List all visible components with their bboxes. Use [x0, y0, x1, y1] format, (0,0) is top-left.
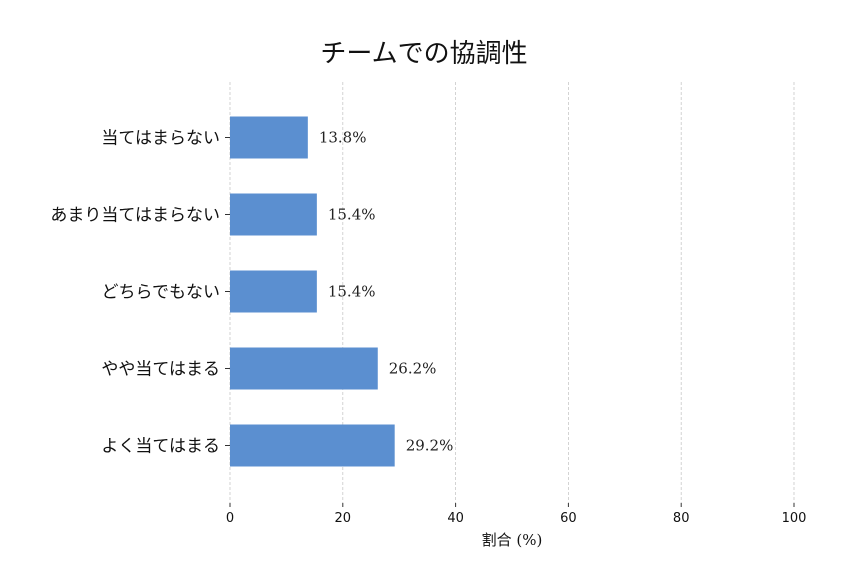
x-tick-label: 80 — [673, 511, 690, 526]
category-label: あまり当てはまらない — [50, 206, 220, 226]
x-tick-label: 40 — [447, 511, 464, 526]
bar — [230, 347, 378, 390]
bar — [230, 424, 395, 467]
chart-title: チームでの協調性 — [320, 39, 527, 69]
category-label: 当てはまらない — [101, 129, 220, 149]
x-tick-label: 100 — [782, 511, 807, 526]
bar — [230, 270, 317, 313]
x-axis-label: 割合 (%) — [482, 531, 543, 549]
bar — [230, 193, 317, 236]
bar-value-label: 15.4% — [328, 206, 376, 224]
category-label: よく当てはまる — [101, 437, 220, 457]
bar-value-labels: 13.8% 15.4% 15.4% 26.2% 29.2% — [319, 129, 454, 455]
x-tick-label: 0 — [226, 511, 234, 526]
bar — [230, 116, 308, 159]
bar-value-label: 29.2% — [406, 437, 454, 455]
bars — [230, 116, 395, 467]
bar-value-label: 13.8% — [319, 129, 367, 147]
category-label: どちらでもない — [102, 283, 221, 303]
bar-value-label: 26.2% — [389, 360, 437, 378]
bar-value-label: 15.4% — [328, 283, 376, 301]
x-tick-label: 60 — [560, 511, 577, 526]
x-axis-ticks: 0 20 40 60 80 100 — [226, 503, 807, 526]
category-label: やや当てはまる — [101, 360, 220, 380]
x-tick-label: 20 — [335, 511, 352, 526]
